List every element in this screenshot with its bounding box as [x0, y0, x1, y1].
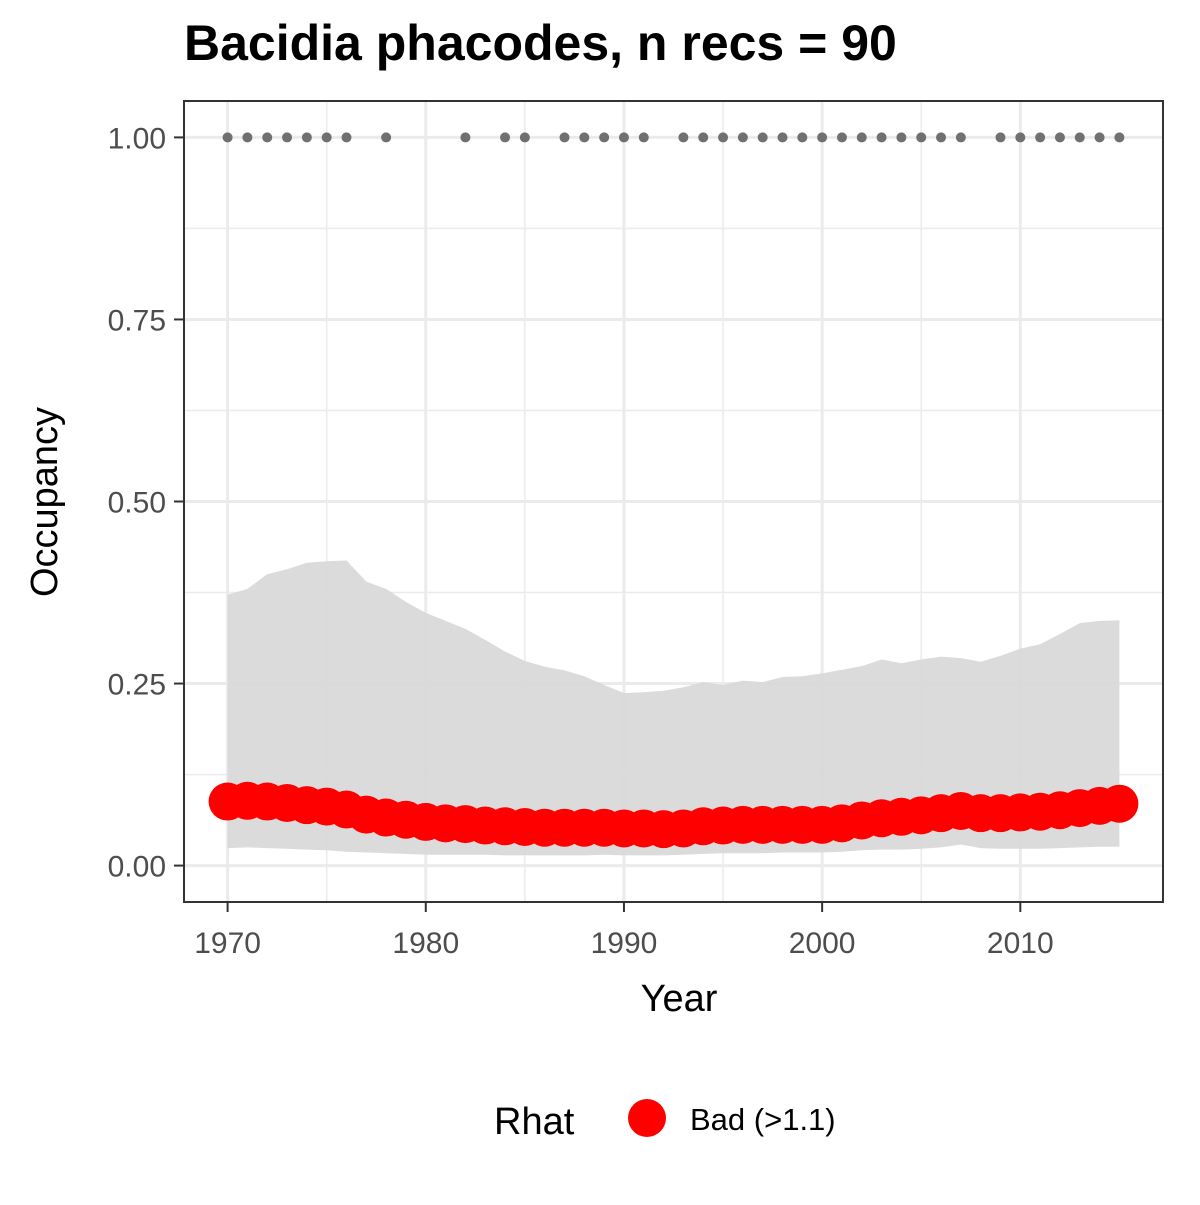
y-axis-title: Occupancy: [24, 407, 66, 597]
x-tick-label: 1970: [194, 927, 261, 960]
record-point: [1074, 132, 1085, 143]
x-axis-title: Year: [641, 978, 718, 1020]
record-points: [222, 132, 1125, 143]
record-point: [500, 132, 511, 143]
y-tick-label: 0.50: [108, 487, 166, 520]
record-point: [817, 132, 828, 143]
record-point: [242, 132, 253, 143]
record-point: [282, 132, 293, 143]
x-tick-label: 2010: [987, 927, 1054, 960]
record-point: [896, 132, 907, 143]
record-point: [797, 132, 808, 143]
record-point: [737, 132, 748, 143]
record-point: [618, 132, 629, 143]
record-point: [955, 132, 966, 143]
x-axis: 1970 1980 1990 2000 2010: [194, 902, 1054, 960]
occupancy-point: [1100, 784, 1139, 823]
legend-label-bad: Bad (>1.1): [690, 1102, 836, 1137]
record-point: [1094, 132, 1105, 143]
record-point: [936, 132, 947, 143]
record-point: [876, 132, 887, 143]
record-point: [301, 132, 312, 143]
record-point: [559, 132, 570, 143]
record-point: [638, 132, 649, 143]
record-point: [1114, 132, 1125, 143]
credible-interval-ribbon: [227, 560, 1120, 856]
record-point: [777, 132, 788, 143]
y-tick-label: 0.25: [108, 669, 166, 702]
record-point: [579, 132, 590, 143]
record-point: [1054, 132, 1065, 143]
occupancy-points: [208, 781, 1139, 849]
record-point: [519, 132, 530, 143]
ribbon-area: [227, 560, 1120, 856]
record-point: [599, 132, 610, 143]
record-point: [757, 132, 768, 143]
record-point: [1015, 132, 1026, 143]
y-tick-label: 0.00: [108, 851, 166, 884]
y-axis: 0.00 0.25 0.50 0.75 1.00: [108, 122, 184, 884]
legend-title: Rhat: [494, 1101, 575, 1143]
record-point: [341, 132, 352, 143]
record-point: [836, 132, 847, 143]
record-point: [698, 132, 709, 143]
record-point: [321, 132, 332, 143]
record-point: [995, 132, 1006, 143]
chart-title: Bacidia phacodes, n recs = 90: [184, 15, 897, 71]
x-tick-label: 1980: [392, 927, 459, 960]
y-tick-label: 1.00: [108, 122, 166, 155]
record-point: [678, 132, 689, 143]
y-tick-label: 0.75: [108, 304, 166, 337]
record-point: [1035, 132, 1046, 143]
record-point: [262, 132, 273, 143]
record-point: [381, 132, 392, 143]
record-point: [222, 132, 233, 143]
x-tick-label: 1990: [591, 927, 658, 960]
x-tick-label: 2000: [789, 927, 856, 960]
record-point: [460, 132, 471, 143]
record-point: [916, 132, 927, 143]
record-point: [856, 132, 867, 143]
legend-key-bad: [628, 1099, 666, 1137]
record-point: [718, 132, 729, 143]
